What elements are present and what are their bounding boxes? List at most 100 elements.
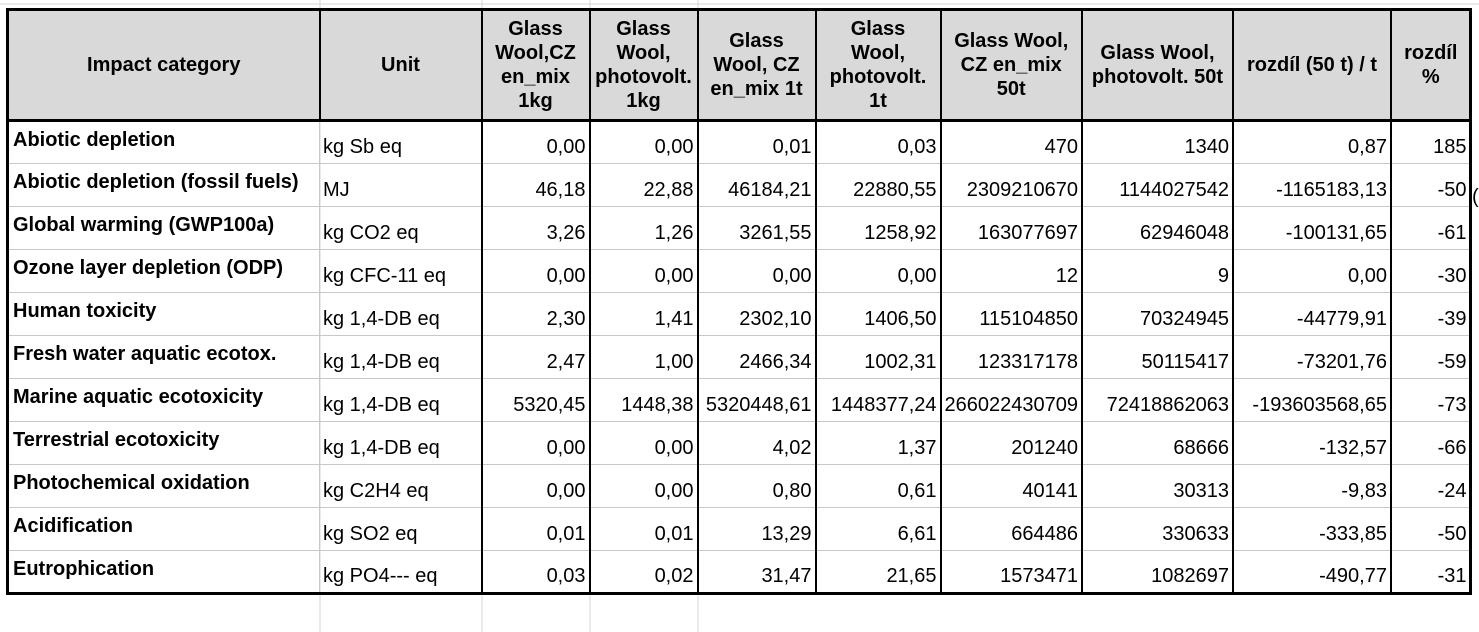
header-unit[interactable]: Unit (318, 8, 483, 122)
unit-cell[interactable]: kg Sb eq (319, 119, 483, 164)
value-cell[interactable]: -50 (1389, 163, 1472, 207)
value-cell[interactable]: -132,57 (1231, 421, 1392, 465)
unit-cell[interactable]: MJ (319, 163, 483, 207)
value-cell[interactable]: 12 (939, 249, 1083, 293)
value-cell[interactable]: 0,00 (814, 249, 942, 293)
value-cell[interactable]: -39 (1389, 292, 1472, 336)
value-cell[interactable]: 1573471 (939, 550, 1083, 594)
header-photovolt-50t[interactable]: Glass Wool, photovolt. 50t (1080, 8, 1234, 122)
impact-category-cell[interactable]: Fresh water aquatic ecotox. (6, 335, 320, 379)
value-cell[interactable]: 62946048 (1080, 206, 1234, 250)
value-cell[interactable]: 1144027542 (1080, 163, 1234, 207)
impact-category-cell[interactable]: Photochemical oxidation (6, 464, 320, 508)
value-cell[interactable]: 2466,34 (696, 335, 817, 379)
header-photovolt-1kg[interactable]: Glass Wool, photovolt. 1kg (588, 8, 699, 122)
value-cell[interactable]: 22880,55 (814, 163, 942, 207)
value-cell[interactable]: 470 (939, 119, 1083, 164)
value-cell[interactable]: 5320,45 (480, 378, 591, 422)
impact-category-cell[interactable]: Acidification (6, 507, 320, 551)
value-cell[interactable]: 13,29 (696, 507, 817, 551)
value-cell[interactable]: 115104850 (939, 292, 1083, 336)
value-cell[interactable]: 0,00 (588, 421, 699, 465)
value-cell[interactable]: 9 (1080, 249, 1234, 293)
value-cell[interactable]: 2302,10 (696, 292, 817, 336)
header-impact-category[interactable]: Impact category (6, 8, 321, 122)
unit-cell[interactable]: kg 1,4-DB eq (319, 378, 483, 422)
value-cell[interactable]: 30313 (1080, 464, 1234, 508)
value-cell[interactable]: 50115417 (1080, 335, 1234, 379)
value-cell[interactable]: -50 (1389, 507, 1472, 551)
value-cell[interactable]: -9,83 (1231, 464, 1392, 508)
value-cell[interactable]: 185 (1389, 119, 1472, 164)
value-cell[interactable]: 46184,21 (696, 163, 817, 207)
header-cz-enmix-1kg[interactable]: Glass Wool,CZ en_mix 1kg (480, 8, 591, 122)
value-cell[interactable]: 266022430709 (939, 378, 1083, 422)
value-cell[interactable]: 1,37 (814, 421, 942, 465)
unit-cell[interactable]: kg 1,4-DB eq (319, 421, 483, 465)
value-cell[interactable]: -44779,91 (1231, 292, 1392, 336)
impact-category-cell[interactable]: Human toxicity (6, 292, 320, 336)
header-difference-per-t[interactable]: rozdíl (50 t) / t (1231, 8, 1392, 122)
impact-category-cell[interactable]: Global warming (GWP100a) (6, 206, 320, 250)
value-cell[interactable]: 1258,92 (814, 206, 942, 250)
value-cell[interactable]: 0,00 (588, 119, 699, 164)
value-cell[interactable]: -193603568,65 (1231, 378, 1392, 422)
value-cell[interactable]: -30 (1389, 249, 1472, 293)
value-cell[interactable]: -73201,76 (1231, 335, 1392, 379)
value-cell[interactable]: 72418862063 (1080, 378, 1234, 422)
impact-category-cell[interactable]: Marine aquatic ecotoxicity (6, 378, 320, 422)
value-cell[interactable]: 1406,50 (814, 292, 942, 336)
value-cell[interactable]: 123317178 (939, 335, 1083, 379)
impact-category-cell[interactable]: Eutrophication (6, 550, 320, 594)
value-cell[interactable]: 1082697 (1080, 550, 1234, 594)
value-cell[interactable]: 0,00 (480, 421, 591, 465)
impact-category-cell[interactable]: Abiotic depletion (fossil fuels) (6, 163, 320, 207)
unit-cell[interactable]: kg C2H4 eq (319, 464, 483, 508)
unit-cell[interactable]: kg SO2 eq (319, 507, 483, 551)
value-cell[interactable]: 201240 (939, 421, 1083, 465)
value-cell[interactable]: 1,26 (588, 206, 699, 250)
value-cell[interactable]: 70324945 (1080, 292, 1234, 336)
value-cell[interactable]: -59 (1389, 335, 1472, 379)
value-cell[interactable]: -73 (1389, 378, 1472, 422)
value-cell[interactable]: 0,01 (588, 507, 699, 551)
value-cell[interactable]: 664486 (939, 507, 1083, 551)
value-cell[interactable]: -100131,65 (1231, 206, 1392, 250)
value-cell[interactable]: 0,00 (480, 464, 591, 508)
value-cell[interactable]: 1340 (1080, 119, 1234, 164)
value-cell[interactable]: 3,26 (480, 206, 591, 250)
value-cell[interactable]: 5320448,61 (696, 378, 817, 422)
value-cell[interactable]: -31 (1389, 550, 1472, 594)
unit-cell[interactable]: kg PO4--- eq (319, 550, 483, 594)
value-cell[interactable]: 31,47 (696, 550, 817, 594)
value-cell[interactable]: 0,01 (696, 119, 817, 164)
header-photovolt-1t[interactable]: Glass Wool, photovolt. 1t (814, 8, 942, 122)
value-cell[interactable]: 2309210670 (939, 163, 1083, 207)
value-cell[interactable]: 163077697 (939, 206, 1083, 250)
header-difference-percent[interactable]: rozdíl % (1389, 8, 1472, 122)
value-cell[interactable]: 4,02 (696, 421, 817, 465)
value-cell[interactable]: 0,00 (696, 249, 817, 293)
value-cell[interactable]: 1448,38 (588, 378, 699, 422)
value-cell[interactable]: 0,80 (696, 464, 817, 508)
value-cell[interactable]: -24 (1389, 464, 1472, 508)
value-cell[interactable]: -490,77 (1231, 550, 1392, 594)
value-cell[interactable]: 3261,55 (696, 206, 817, 250)
unit-cell[interactable]: kg 1,4-DB eq (319, 292, 483, 336)
value-cell[interactable]: 22,88 (588, 163, 699, 207)
value-cell[interactable]: 0,87 (1231, 119, 1392, 164)
value-cell[interactable]: 0,02 (588, 550, 699, 594)
impact-category-cell[interactable]: Abiotic depletion (6, 119, 320, 164)
value-cell[interactable]: -1165183,13 (1231, 163, 1392, 207)
value-cell[interactable]: 0,00 (588, 249, 699, 293)
value-cell[interactable]: 0,61 (814, 464, 942, 508)
impact-category-cell[interactable]: Ozone layer depletion (ODP) (6, 249, 320, 293)
value-cell[interactable]: 0,01 (480, 507, 591, 551)
unit-cell[interactable]: kg CO2 eq (319, 206, 483, 250)
value-cell[interactable]: 1448377,24 (814, 378, 942, 422)
value-cell[interactable]: 1,00 (588, 335, 699, 379)
value-cell[interactable]: 2,47 (480, 335, 591, 379)
value-cell[interactable]: 0,00 (588, 464, 699, 508)
value-cell[interactable]: 330633 (1080, 507, 1234, 551)
unit-cell[interactable]: kg 1,4-DB eq (319, 335, 483, 379)
